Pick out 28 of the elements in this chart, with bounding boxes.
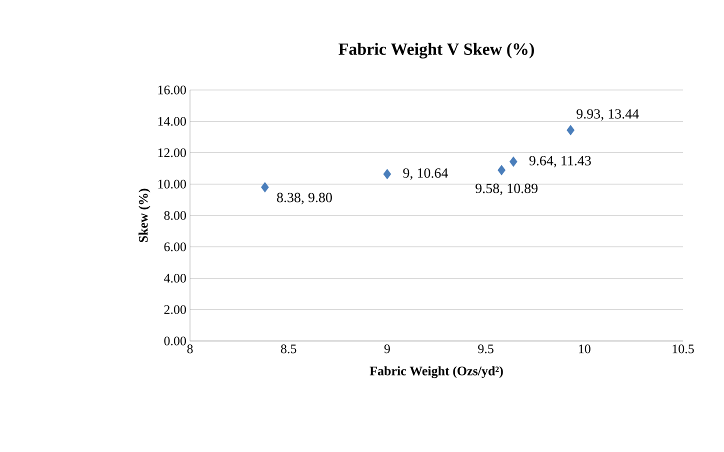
y-tick-label: 2.00 bbox=[164, 305, 186, 314]
point bbox=[566, 124, 575, 136]
y-tick-label: 8.00 bbox=[164, 211, 186, 220]
y-tick-label: 6.00 bbox=[164, 242, 186, 252]
y-tick-label: 0.00 bbox=[164, 336, 186, 346]
y-axis-title: Skew (%) bbox=[138, 188, 150, 242]
point bbox=[498, 164, 506, 176]
chart-title: Fabric Weight V Skew (%) bbox=[338, 42, 534, 58]
x-tick-label: 9 bbox=[384, 344, 390, 354]
y-tick-label: 10.00 bbox=[158, 180, 186, 189]
x-tick-label: 10.5 bbox=[672, 344, 694, 354]
data-label: 9.93, 13.44 bbox=[576, 109, 639, 121]
data-label: 9.64, 11.43 bbox=[529, 156, 591, 168]
point bbox=[509, 156, 518, 167]
y-tick-label: 14.00 bbox=[158, 116, 186, 126]
point bbox=[260, 182, 269, 192]
y-tick-label: 16.00 bbox=[158, 86, 186, 94]
x-tick-label: 8 bbox=[187, 344, 193, 354]
x-axis-title: Fabric Weight (Ozs/yd²) bbox=[370, 366, 503, 378]
data-label: 8.38, 9.80 bbox=[277, 192, 332, 204]
x-tick-label: 8.5 bbox=[280, 344, 296, 354]
y-tick-label: 12.00 bbox=[158, 148, 186, 158]
x-tick-label: 10 bbox=[579, 344, 590, 354]
x-tick-label: 9.5 bbox=[478, 344, 494, 354]
data-label: 9.58, 10.89 bbox=[476, 184, 538, 196]
y-tick-label: 4.00 bbox=[164, 274, 186, 283]
point bbox=[383, 168, 392, 180]
data-label: 9, 10.64 bbox=[403, 168, 448, 180]
